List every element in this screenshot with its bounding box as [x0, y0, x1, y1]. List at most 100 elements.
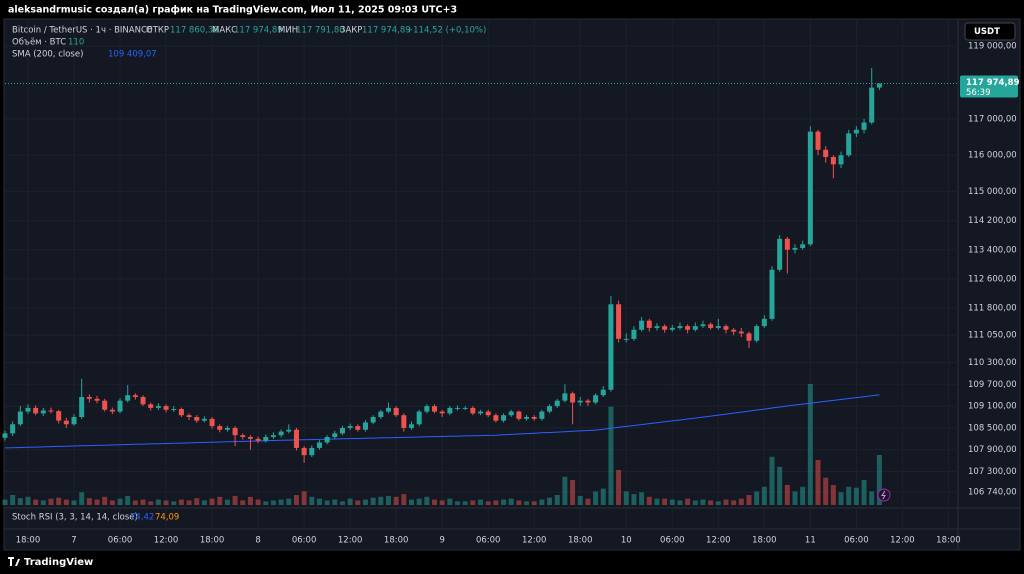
volume-bar	[562, 476, 568, 505]
volume-bar	[623, 491, 629, 505]
sma-value: 109 409,07	[108, 50, 157, 60]
volume-bar	[163, 500, 169, 505]
volume-bar	[40, 500, 46, 505]
volume-bar	[286, 498, 292, 505]
volume-bar	[385, 495, 391, 505]
volume-bar	[378, 496, 384, 505]
volume-bar	[516, 500, 522, 505]
volume-bar	[493, 500, 499, 505]
volume-bar	[554, 494, 560, 505]
candle-body	[654, 326, 660, 328]
volume-bar	[109, 500, 115, 505]
symbol: Bitcoin / TetherUS · 1ч · BINANCE	[12, 26, 152, 36]
candle-body	[692, 326, 698, 330]
x-tick-label: 12:00	[338, 536, 363, 546]
candle-body	[478, 411, 484, 414]
candle-body	[86, 397, 92, 399]
volume-bar	[823, 477, 829, 505]
volume-bar	[240, 500, 246, 505]
volume-bar	[869, 491, 875, 505]
candle-body	[232, 427, 238, 436]
alert-bolt	[881, 490, 886, 500]
candle-body	[570, 393, 576, 403]
x-tick-label: 11	[805, 536, 816, 546]
volume-bar	[508, 498, 514, 505]
currency-box[interactable]	[964, 22, 1016, 41]
candle-body	[140, 397, 146, 405]
close-label: ЗАКР	[340, 26, 362, 36]
high-label: МАКС	[212, 26, 237, 36]
high-value: 117 974,89	[234, 26, 283, 36]
x-tick-label: 12:00	[154, 536, 179, 546]
volume-bar	[25, 496, 31, 505]
candle-body	[393, 407, 399, 416]
y-tick-label: 108 500,00	[968, 423, 1017, 433]
candle-body	[102, 400, 108, 410]
candle-body	[823, 149, 829, 158]
candle-body	[63, 420, 69, 425]
volume-bar	[439, 500, 445, 505]
candle-body	[224, 427, 230, 430]
volume-bar	[677, 500, 683, 505]
candle-body	[869, 87, 875, 123]
volume-bar	[393, 496, 399, 505]
stoch-d: 74,09	[155, 513, 179, 523]
candle-body	[332, 433, 338, 438]
candle-body	[10, 424, 16, 434]
y-tick-label: 106 740,00	[968, 487, 1017, 497]
plot: 119 000,00 117 000,00 116 000,00 115 000,00…	[2, 20, 1020, 546]
volume-bar	[117, 498, 123, 505]
volume-bar	[209, 498, 215, 505]
candle-body	[792, 247, 798, 250]
candle-body	[562, 393, 568, 401]
sma-label: SMA (200, close)	[12, 50, 83, 60]
volume-bar	[362, 499, 368, 505]
candle-body	[217, 426, 223, 430]
volume-bar	[339, 501, 345, 505]
volume-bar	[662, 498, 668, 505]
x-tick-label: 10	[621, 536, 632, 546]
y-tick-label: 117 000,00	[968, 114, 1017, 124]
y-tick-label: 111 800,00	[968, 303, 1017, 313]
candle-body	[247, 437, 253, 439]
volume-bar	[132, 500, 138, 505]
volume-bar	[270, 500, 276, 505]
volume-bar	[48, 498, 54, 505]
volume-bar	[639, 492, 645, 505]
candle-body	[539, 411, 545, 419]
price-tag	[960, 75, 1018, 98]
volume-bar	[646, 496, 652, 505]
volume-bar	[71, 500, 77, 505]
volume-bar	[86, 498, 92, 505]
candle-body	[178, 409, 184, 416]
candle-body	[623, 338, 629, 340]
candle-body	[516, 411, 522, 419]
volume-bar	[178, 499, 184, 505]
candle-body	[685, 326, 691, 330]
volume-bar	[731, 500, 737, 505]
currency-button[interactable]: USDT	[964, 22, 1016, 41]
candle-body	[194, 417, 200, 421]
alert-icon[interactable]	[877, 488, 891, 502]
candle-body	[769, 269, 775, 319]
volume-bar	[861, 479, 867, 505]
currency-text[interactable]: USDT	[974, 27, 1000, 37]
volume-bar	[708, 500, 714, 505]
volume-bar	[539, 499, 545, 505]
low-value: 117 791,80	[296, 26, 345, 36]
candle-body	[424, 406, 430, 412]
volume-bar	[293, 494, 299, 505]
candle-body	[608, 304, 614, 390]
volume-bar	[800, 486, 806, 505]
y-tick-label: 112 600,00	[968, 274, 1017, 284]
candle-body	[738, 331, 744, 334]
candle-body	[385, 407, 391, 412]
volume-bar	[424, 496, 430, 505]
x-tick-label: 06:00	[292, 536, 317, 546]
volume-value: 110	[68, 38, 84, 48]
y-tick-label: 109 100,00	[968, 402, 1017, 412]
volume-bar	[761, 486, 767, 505]
volume-bar	[669, 499, 675, 505]
volume-bar	[232, 495, 238, 505]
